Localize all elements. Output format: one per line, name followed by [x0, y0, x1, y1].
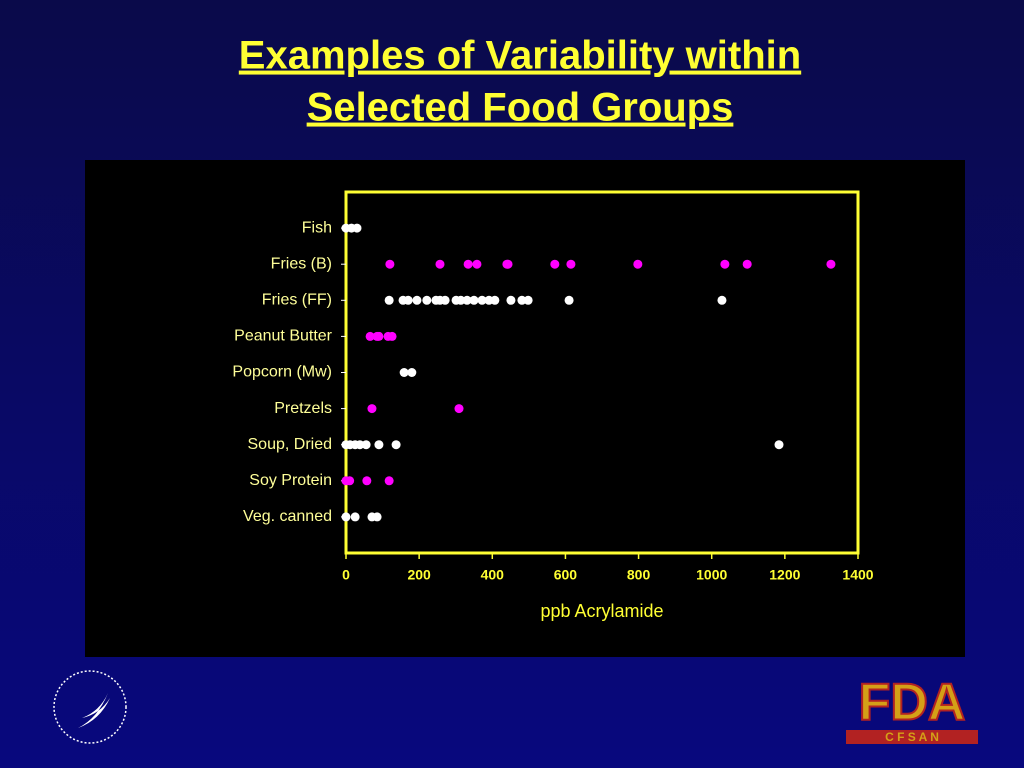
- dot: [374, 440, 384, 450]
- dot: [435, 259, 445, 269]
- dot: [362, 476, 372, 486]
- dot: [490, 295, 500, 305]
- hhs-logo: [53, 670, 127, 744]
- dot: [517, 295, 527, 305]
- dot: [399, 368, 409, 377]
- cfsan-band: [846, 730, 978, 744]
- x-tick-label: 400: [481, 567, 505, 583]
- dot: [472, 259, 482, 269]
- y-tick-label: Soy Protein: [249, 472, 332, 489]
- dot: [355, 440, 365, 450]
- dot: [387, 331, 397, 341]
- x-tick-label: 600: [554, 567, 578, 583]
- dot: [384, 295, 394, 305]
- dot: [469, 295, 479, 305]
- dot: [345, 476, 355, 486]
- dot: [365, 331, 375, 341]
- dot: [774, 440, 784, 450]
- dot: [374, 331, 384, 341]
- dot: [385, 259, 395, 269]
- dot: [826, 259, 836, 269]
- dot: [350, 512, 360, 522]
- dot: [503, 259, 513, 269]
- dot: [506, 295, 516, 305]
- dot: [403, 295, 413, 305]
- y-tick-label: Fries (FF): [262, 292, 332, 309]
- y-tick-label: Veg. canned: [243, 508, 332, 525]
- dot: [361, 440, 371, 450]
- dot: [742, 259, 752, 269]
- dot: [384, 476, 394, 486]
- dot: [412, 295, 422, 305]
- dot: [462, 295, 472, 305]
- y-tick-label: Soup, Dried: [248, 436, 333, 453]
- dot: [422, 295, 432, 305]
- x-axis-label: ppb Acrylamide: [540, 601, 663, 621]
- cfsan-logo: C F S A N: [885, 730, 939, 744]
- dot: [440, 295, 450, 305]
- title-line: Examples of Variability within: [239, 34, 801, 78]
- x-tick-label: 200: [407, 567, 431, 583]
- dot: [372, 512, 382, 522]
- dot: [456, 295, 466, 305]
- dot: [391, 440, 401, 450]
- dot: [477, 295, 487, 305]
- dot: [523, 295, 533, 305]
- x-tick-label: 1200: [769, 567, 800, 583]
- y-tick-label: Peanut Butter: [234, 328, 333, 345]
- dot: [566, 259, 576, 269]
- y-tick-label: Fries (B): [271, 255, 332, 272]
- dot: [341, 512, 351, 522]
- chart-panel: [85, 160, 965, 657]
- dot: [720, 259, 730, 269]
- y-tick-label: Pretzels: [274, 400, 332, 417]
- x-tick-label: 0: [342, 567, 350, 583]
- x-tick-label: 1000: [696, 567, 727, 583]
- dot: [454, 404, 464, 414]
- x-tick-label: 1400: [842, 567, 873, 583]
- dot: [717, 295, 727, 305]
- dot: [564, 295, 574, 305]
- dot: [367, 404, 377, 414]
- dot: [463, 259, 473, 269]
- dot: [352, 223, 362, 233]
- y-tick-label: Fish: [302, 219, 332, 236]
- dot: [407, 368, 417, 377]
- dot: [633, 259, 643, 269]
- y-tick-label: Popcorn (Mw): [232, 364, 332, 381]
- x-tick-label: 800: [627, 567, 651, 583]
- fda-logo: FDA: [859, 674, 966, 732]
- title-line: Selected Food Groups: [307, 86, 734, 130]
- dot: [550, 259, 560, 269]
